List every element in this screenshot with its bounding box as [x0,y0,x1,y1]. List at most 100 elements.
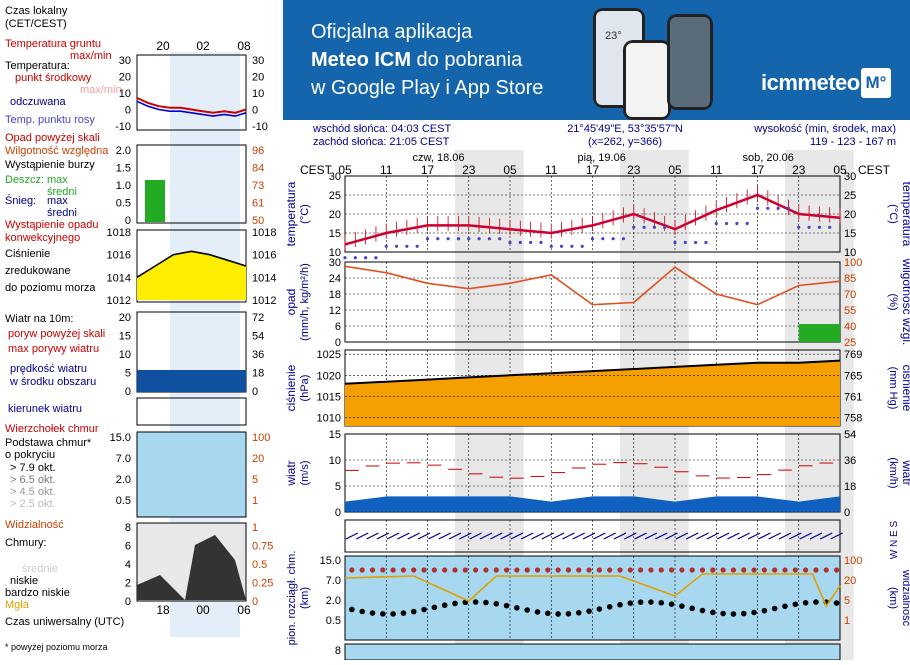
dew-point [714,221,718,226]
cloud-top-dot [730,567,737,573]
wind-arrow [716,532,730,540]
wind-unit-l: (m/s) [299,460,311,485]
cloud-base-dot [359,608,365,615]
wind-arrow [582,532,596,540]
legend-precip-frame [136,144,247,224]
pres-tick-r-0: 769 [844,349,862,361]
cloud-top-dot [411,567,417,573]
cloud-base-dot [730,611,737,617]
cloud-top-dot [359,567,365,573]
legend-cb-tick-l-2: 2.0 [116,474,131,486]
cloud-top-dot [369,567,376,573]
day-label-1: pią, 19.06 [578,152,626,164]
legend-rain-bars [145,180,165,222]
temp-label-l: temperatura [284,181,298,246]
cloud-base-dot [565,610,572,617]
cloud-top-dot [668,567,675,573]
cloud-base-dot [452,600,458,607]
cloud-base-dot [421,606,427,613]
cloud-base-dot [699,607,706,614]
legend-precip-tick-2: 1.0 [116,180,131,192]
legend-okt-1: > 6.5 okt. [10,474,56,486]
legend-pressure-line [136,250,247,278]
dew-point [467,237,471,241]
cloud-top-dot [823,567,829,573]
legend-wind-tick-l-2: 10 [119,349,131,361]
precip-tick-r-1: 85 [844,273,856,285]
rain-bars [798,324,840,342]
legend-storm: Wystąpienie burzy [5,159,95,171]
legend-time-local: Czas lokalny [5,5,68,17]
precip-label-l: opad [284,289,298,316]
legend-pressure-3: do poziomu morza [5,282,96,294]
app-banner[interactable]: Oficjalna aplikacja Meteo ICM do pobrani… [283,0,910,120]
legend-cb-tick-r-2: 5 [252,474,258,486]
dew-point [353,256,357,260]
cloud-top-dot [565,567,572,573]
cloud-top-dot [442,567,448,573]
vis-tick-l-1: 7.0 [326,575,341,587]
legend-cl-tick-l-1: 6 [125,541,131,553]
cloud-base-dot [349,606,355,613]
pres-tick-r-2: 761 [844,391,862,403]
wind-arrow [706,532,720,540]
legend-humidity: Wilgotność względna [5,145,109,157]
legend-convective-2: konwekcyjnego [5,232,80,244]
legend-pressure-2: zredukowane [5,265,70,277]
legend-cb-tick-l-3: 0.5 [116,495,131,507]
hour-label-9: 11 [710,163,723,177]
wind-tick-r-0: 54 [844,429,856,441]
legend-cloud-top: Wierzchołek chmur [5,423,99,435]
legend-snow: Śnieg: [5,194,36,207]
dew-point [786,206,791,210]
wind-arrow [520,532,534,540]
pres-label-r: ciśnienie [900,365,910,412]
day-label-2: sob, 20.06 [743,152,794,164]
cloud-top-dot [658,567,664,573]
day-label-0: czw, 18.06 [413,152,465,164]
cloud-base-dot [740,610,747,617]
cloud-top-dot [514,567,520,573]
legend-visibility: Widzialność [5,519,64,531]
legend-cb-tick-r-3: 1 [252,495,258,507]
cloud-top-dot [524,567,530,573]
cloud-cover-frame [344,643,841,661]
wind-arrow [603,532,616,540]
dew-point [611,237,615,241]
pres-tick-r-3: 758 [844,413,862,425]
legend-precip-above: Opad powyżej skali [5,132,100,144]
precip-unit-l: (mm/h, kg/m²/h) [299,263,311,341]
legend-precip-tick-4: 0 [125,215,131,227]
temp-tick-l-1: 25 [329,190,341,202]
legend-cloud-base-2: o pokryciu [5,449,55,461]
wind-arrow [531,532,544,540]
precip-tick-l-0: 30 [329,257,341,269]
cloud-base-dot [833,600,840,606]
legend-ground-temp-2: max/min [70,50,112,62]
legend-mid: średnie [22,563,58,575]
temp-tick-r-1: 25 [844,190,856,202]
wind-arrow [809,532,823,540]
legend-cloud-base: Podstawa chmur* [5,437,92,449]
wind-arrow [737,532,751,540]
pres-unit-r: (mm Hg) [887,367,899,410]
legend-cl-tick-r-4: 0 [252,596,258,608]
dew-point [487,237,491,241]
dew-point [601,237,605,241]
wind-tick-r-3: 0 [844,507,850,519]
banner-app-name: Meteo ICM [311,49,411,71]
wind-tick-l-2: 5 [335,481,341,493]
legend-ground-temp: Temperatura gruntu [5,38,101,50]
legend-cb-tick-r-1: 20 [252,453,264,465]
cloud-base-dot [524,607,530,613]
cloud-base-dot [555,611,561,617]
phone-image-3 [667,14,713,110]
wind-arrow [768,532,781,540]
vis-tick-r-3: 1 [844,615,850,627]
dew-point [477,237,481,241]
temp-label-r: temperatura [900,182,910,247]
vis-tick-l-3: 0.5 [326,615,341,627]
cloud-top-dot [720,567,726,573]
height-value: 119 - 123 - 167 m [810,136,896,148]
